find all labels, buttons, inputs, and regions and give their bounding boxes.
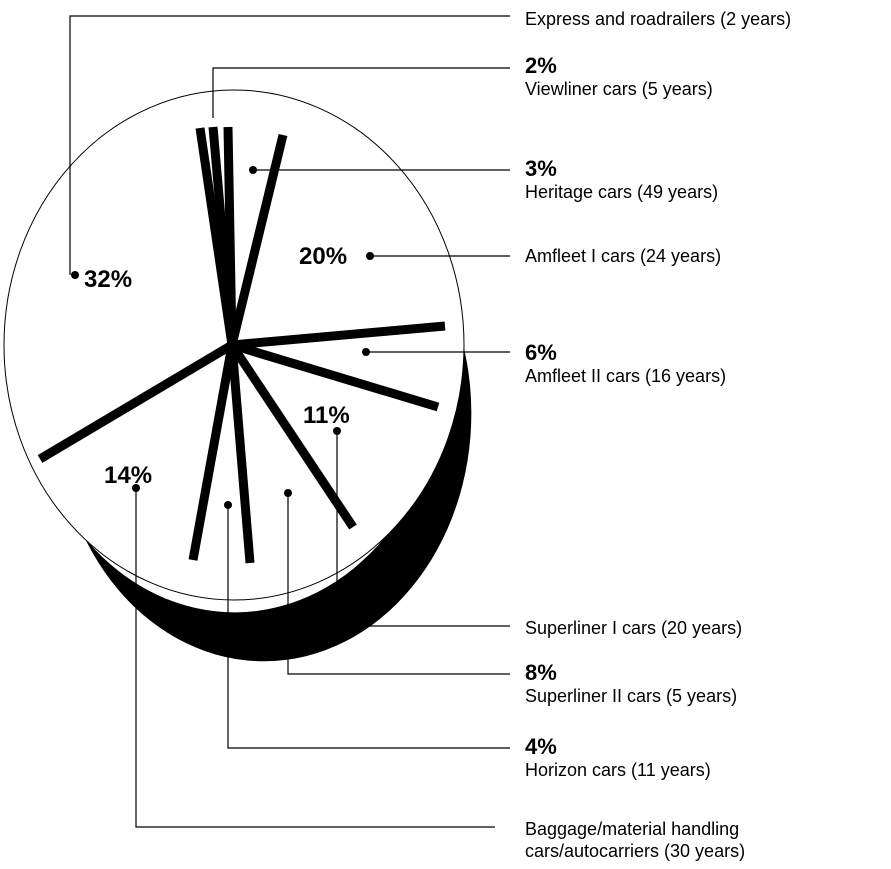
pie-depth-rim [40,260,472,662]
legend-superliner2-name: Superliner II cars (5 years) [525,686,738,706]
divider-superliner1-superliner2 [228,342,357,530]
legend-superliner1: Superliner I cars (20 years) [525,617,742,639]
divider-viewliner-heritage [223,126,237,346]
legend-horizon-pct: 4% [525,734,557,759]
legend-express: Express and roadrailers (2 years) [525,8,791,30]
leader-baggage-dot [132,484,140,492]
legend-express-name: Express and roadrailers (2 years) [525,9,792,29]
leader-express-dot [71,271,79,279]
legend-superliner1-name: Superliner I cars (20 years) [525,618,743,638]
divider-amfleet2-superliner1 [230,340,440,412]
legend-viewliner-pct: 2% [525,53,557,78]
leader-superliner1 [336,431,510,627]
legend-horizon-name: Horizon cars (11 years) [525,760,711,780]
legend-baggage-name-line1: Baggage/material handling [525,819,740,839]
legend-heritage-pct: 3% [525,156,557,181]
leader-lines [69,15,510,828]
slice-label-express-pct: 32% [84,266,132,293]
slice-label-baggage-pct: 14% [104,462,152,489]
divider-amfleet1-amfleet2 [231,321,446,350]
legend-horizon: 4% Horizon cars (11 years) [525,735,711,781]
legend-amfleet2-pct: 6% [525,340,557,365]
leader-superliner2 [287,493,510,675]
leader-horizon [227,505,510,749]
leader-baggage [135,488,495,828]
legend-superliner2: 8% Superliner II cars (5 years) [525,661,737,707]
legend-heritage-name: Heritage cars (49 years) [525,182,719,202]
leader-viewliner [212,67,510,118]
leader-heritage-dot [249,166,257,174]
legend-amfleet1: Amfleet I cars (24 years) [525,245,721,267]
legend-amfleet2: 6% Amfleet II cars (16 years) [525,341,726,387]
slice-label-amfleet1-pct: 20% [299,243,347,270]
legend-baggage-name-line2: cars/autocarriers (30 years) [525,841,746,861]
slice-label-superliner1-pct: 11% [303,402,350,429]
legend-amfleet1-name: Amfleet I cars (24 years) [525,246,722,266]
leader-superliner1-dot [333,427,341,435]
leader-amfleet2-dot [362,348,370,356]
legend-viewliner-name: Viewliner cars (5 years) [525,79,713,99]
slice-dividers [37,126,446,564]
legend-heritage: 3% Heritage cars (49 years) [525,157,718,203]
legend-amfleet2-name: Amfleet II cars (16 years) [525,366,727,386]
leader-superliner2-dot [284,489,292,497]
leader-amfleet1-dot [366,252,374,260]
divider-superliner2-horizon [227,344,255,564]
leader-horizon-dot [224,501,232,509]
divider-baggage-express [37,341,235,463]
legend-superliner2-pct: 8% [525,660,557,685]
divider-horizon-baggage [188,344,237,561]
legend-baggage: Baggage/material handling cars/autocarri… [525,818,745,862]
legend-viewliner: 2% Viewliner cars (5 years) [525,54,713,100]
leader-express [69,15,510,275]
